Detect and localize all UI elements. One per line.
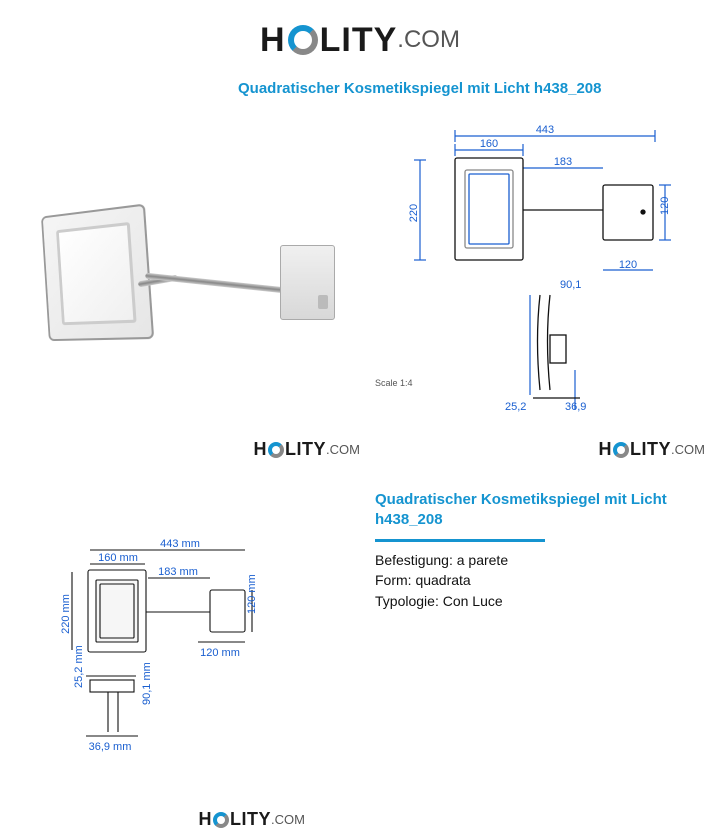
svg-text:120 mm: 120 mm [200,647,240,659]
scale-note: Scale 1:4 [375,378,413,388]
svg-text:25,2 mm: 25,2 mm [73,645,85,688]
technical-diagram-panel: 443 160 183 220 120 [375,110,710,465]
svg-text:160 mm: 160 mm [98,552,138,564]
svg-text:120 mm: 120 mm [246,574,258,614]
brand-ring-icon [613,442,629,458]
brand-logo-small: H LITY .COM [199,809,305,830]
technical-diagram-compact-svg: 443 mm 160 mm 183 mm 220 mm 120 mm 120 m… [30,480,365,835]
svg-text:36,9: 36,9 [565,401,586,413]
svg-text:183: 183 [554,156,572,168]
svg-text:120: 120 [619,259,637,271]
spec-value: Con Luce [443,593,503,609]
svg-text:36,9 mm: 36,9 mm [89,741,132,753]
spec-label: Typologie [375,593,435,609]
svg-text:90,1 mm: 90,1 mm [141,662,153,705]
svg-text:443: 443 [536,124,554,136]
brand-left: H [260,21,286,60]
svg-text:183 mm: 183 mm [158,566,198,578]
svg-text:120: 120 [659,197,671,215]
technical-diagram-svg: 443 160 183 220 120 [375,110,710,465]
page-title: Quadratischer Kosmetikspiegel mit Licht … [238,80,601,97]
svg-text:160: 160 [480,138,498,150]
title-underline [375,539,545,542]
spec-value: a parete [457,552,508,568]
brand-logo-small: H LITY .COM [599,439,705,460]
spec-line: Typologie: Con Luce [375,591,685,611]
product-info-block: Quadratischer Kosmetikspiegel mit Licht … [375,490,685,611]
technical-diagram-compact-panel: 443 mm 160 mm 183 mm 220 mm 120 mm 120 m… [30,480,365,835]
brand-ring-icon [288,25,318,55]
product-render-panel: H LITY .COM [30,110,365,465]
product-title: Quadratischer Kosmetikspiegel mit Licht … [375,490,685,529]
brand-ring-icon [268,442,284,458]
spec-line: Befestigung: a parete [375,550,685,570]
brand-right: LITY [320,21,398,60]
product-illustration [40,210,150,340]
svg-text:443 mm: 443 mm [160,538,200,550]
svg-text:220 mm: 220 mm [60,594,72,634]
brand-suffix: .COM [397,26,460,54]
spec-label: Befestigung [375,552,449,568]
spec-label: Form [375,572,408,588]
svg-text:220: 220 [408,204,420,222]
svg-text:90,1: 90,1 [560,279,581,291]
brand-logo-small: H LITY .COM [254,439,360,460]
svg-text:25,2: 25,2 [505,401,526,413]
brand-logo-main: H LITY .COM [240,15,480,65]
brand-ring-icon [213,812,229,828]
spec-line: Form: quadrata [375,570,685,590]
spec-value: quadrata [415,572,470,588]
